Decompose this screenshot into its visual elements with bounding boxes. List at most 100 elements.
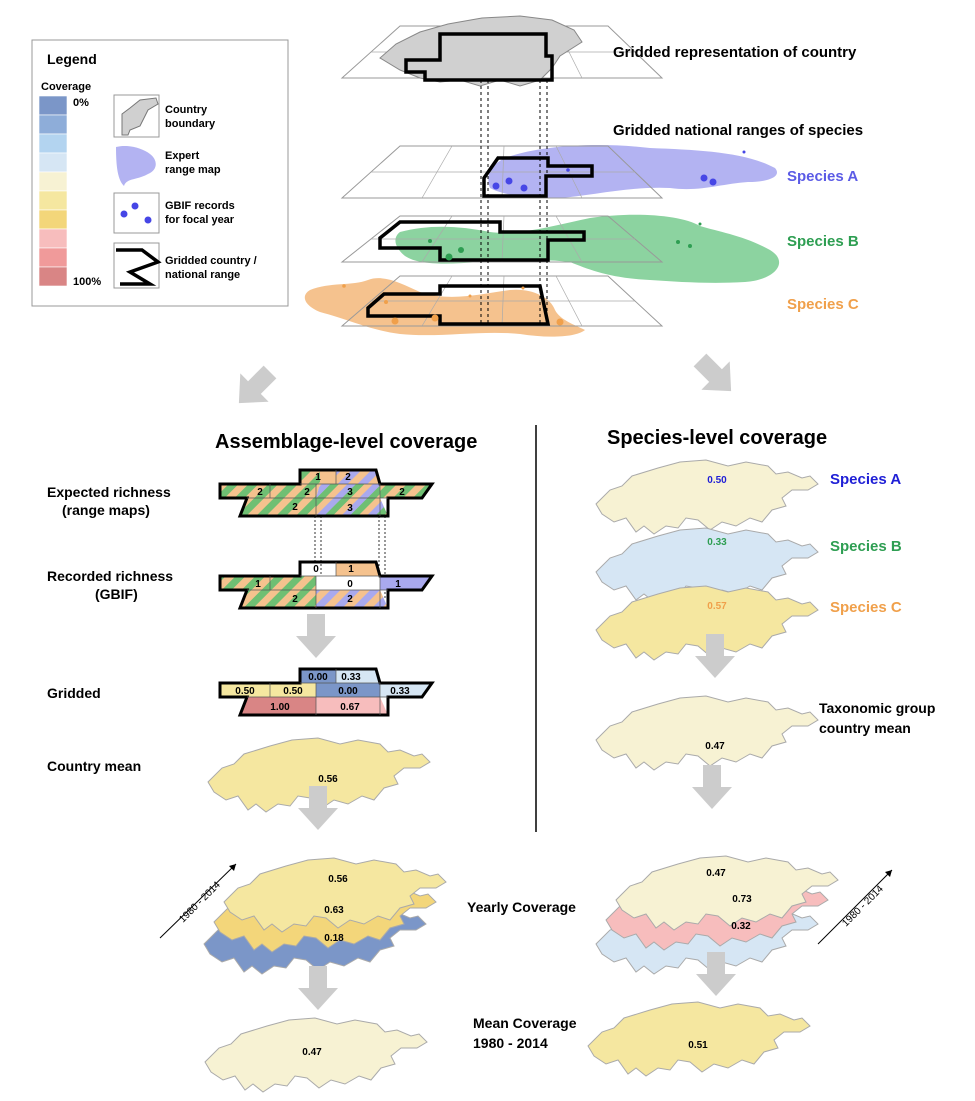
- expected-cell-value-1: 1: [315, 472, 321, 483]
- assemblage-section: Assemblage-level coverage Expected richn…: [47, 431, 477, 1093]
- recorded-cell-value-7: 2: [347, 594, 353, 605]
- expected-cell-value-5: 3: [347, 487, 353, 498]
- legend-item-1-line1: Country: [165, 104, 208, 116]
- coverage-scale-swatch-5: [38, 171, 68, 192]
- expected-cell-value-2: 2: [257, 487, 263, 498]
- gbif-records-icon: [120, 202, 152, 224]
- species-c-label: Species C: [787, 296, 859, 313]
- range-map-icon: [116, 145, 156, 186]
- gridded-cell-value-7: 1.00: [270, 702, 290, 713]
- gridded-coverage-grid: 0.00 0.33 0.50 0.50 0.00 0.33 1.00 0.67: [218, 667, 435, 717]
- expected-line2: (range maps): [62, 502, 150, 518]
- arrow-to-assemblage: [224, 357, 285, 418]
- assemblage-title: Assemblage-level coverage: [215, 431, 477, 453]
- country-mean-value: 0.56: [318, 774, 338, 785]
- coverage-scale-swatch-3: [38, 133, 68, 154]
- coverage-scale: [38, 95, 68, 287]
- expected-line1: Expected richness: [47, 484, 171, 500]
- taxonomic-group-map: [595, 695, 819, 771]
- species-yearly-value-3: 0.32: [731, 921, 751, 932]
- mean-coverage-line2: 1980 - 2014: [473, 1035, 548, 1051]
- legend-title: Legend: [47, 51, 97, 67]
- yearly-coverage-label: Yearly Coverage: [467, 899, 576, 915]
- coverage-scale-swatch-1: [38, 95, 68, 116]
- gridded-cell-value-2: 0.33: [341, 672, 361, 683]
- species-c-level-label: Species C: [830, 599, 902, 616]
- recorded-cell-value-4: 0: [347, 579, 353, 590]
- coverage-scale-swatch-10: [38, 266, 68, 287]
- gridded-range-icon: [116, 248, 162, 286]
- top-grid-stack: Gridded representation of country Gridde…: [304, 15, 863, 337]
- species-c-value: 0.57: [707, 601, 727, 612]
- assemblage-yearly-value-1: 0.56: [328, 874, 348, 885]
- recorded-richness-grid: 0 1 1 0 1 2 2: [218, 560, 435, 610]
- recorded-cell-value-1: 0: [313, 564, 319, 575]
- assemblage-yearly-stack: 0.56 0.63 0.18 1980 - 2014: [159, 857, 447, 975]
- species-b-value: 0.33: [707, 537, 727, 548]
- recorded-cell-value-3: 1: [348, 564, 354, 575]
- gridded-country-label: Gridded representation of country: [613, 44, 857, 61]
- species-yearly-stack: 0.47 0.73 0.32 1980 - 2014: [595, 855, 893, 975]
- gridded-cell-value-3: 0.50: [235, 686, 255, 697]
- species-a-range: [488, 145, 777, 198]
- species-b-range: [395, 214, 780, 283]
- legend-max-label: 100%: [73, 276, 101, 288]
- expected-cell-value-8: 3: [347, 503, 353, 514]
- gridded-label: Gridded: [47, 685, 101, 701]
- species-c-range: [304, 278, 585, 337]
- recorded-cell-value-2: 1: [255, 579, 261, 590]
- species-mean-map: [587, 1001, 811, 1077]
- arrow-to-species: [685, 345, 746, 406]
- recorded-line2: (GBIF): [95, 586, 138, 602]
- coverage-scale-swatch-7: [38, 209, 68, 230]
- species-mean-value: 0.51: [688, 1040, 708, 1051]
- group-value: 0.47: [705, 741, 725, 752]
- assemblage-mean-value: 0.47: [302, 1047, 322, 1058]
- coverage-scale-swatch-2: [38, 114, 68, 135]
- species-b-label: Species B: [787, 233, 859, 250]
- assemblage-yearly-value-3: 0.18: [324, 933, 344, 944]
- country-boundary-icon: [121, 97, 159, 136]
- species-section: Species-level coverage 0.50 Species A 0.…: [587, 427, 935, 1077]
- legend-item-2-line1: Expert: [165, 150, 200, 162]
- expected-cell-value-7: 2: [292, 502, 298, 513]
- group-line1: Taxonomic group: [819, 700, 935, 716]
- legend-item-1-line2: boundary: [165, 118, 216, 130]
- species-yearly-value-2: 0.73: [732, 894, 752, 905]
- mean-coverage-line1: Mean Coverage: [473, 1015, 577, 1031]
- legend-coverage-label: Coverage: [41, 81, 91, 93]
- recorded-line1: Recorded richness: [47, 568, 173, 584]
- species-yearly-value-1: 0.47: [706, 868, 726, 879]
- country-mean-label: Country mean: [47, 758, 141, 774]
- expected-cell-value-3: 2: [304, 487, 310, 498]
- recorded-cell-value-6: 2: [292, 594, 298, 605]
- assemblage-yearly-value-2: 0.63: [324, 905, 344, 916]
- recorded-cell-value-5: 1: [395, 579, 401, 590]
- species-title: Species-level coverage: [607, 427, 827, 449]
- species-a-level-label: Species A: [830, 471, 901, 488]
- legend-item-3-line1: GBIF records: [165, 200, 235, 212]
- legend: Legend Coverage 0% 100% Country boundary…: [31, 39, 289, 307]
- gridded-cell-value-6: 0.33: [390, 686, 410, 697]
- gridded-cell-value-4: 0.50: [283, 686, 303, 697]
- expected-cell-value-4: 2: [345, 472, 351, 483]
- gridded-cell-value-1: 0.00: [308, 672, 328, 683]
- coverage-scale-swatch-4: [38, 152, 68, 173]
- legend-item-3-line2: for focal year: [165, 214, 235, 226]
- legend-min-label: 0%: [73, 97, 89, 109]
- group-line2: country mean: [819, 720, 911, 736]
- coverage-scale-swatch-6: [38, 190, 68, 211]
- coverage-scale-swatch-8: [38, 228, 68, 249]
- expected-cell-value-6: 2: [399, 487, 405, 498]
- species-a-map: [595, 459, 819, 535]
- coverage-scale-swatch-9: [38, 247, 68, 268]
- legend-item-2-line2: range map: [165, 164, 221, 176]
- species-a-label: Species A: [787, 168, 858, 185]
- legend-item-4-line1: Gridded country /: [165, 255, 257, 267]
- gridded-cell-value-5: 0.00: [338, 686, 358, 697]
- gridded-cell-value-8: 0.67: [340, 702, 360, 713]
- legend-item-4-line2: national range: [165, 269, 240, 281]
- species-a-value: 0.50: [707, 475, 727, 486]
- species-period-label: 1980 - 2014: [840, 883, 886, 929]
